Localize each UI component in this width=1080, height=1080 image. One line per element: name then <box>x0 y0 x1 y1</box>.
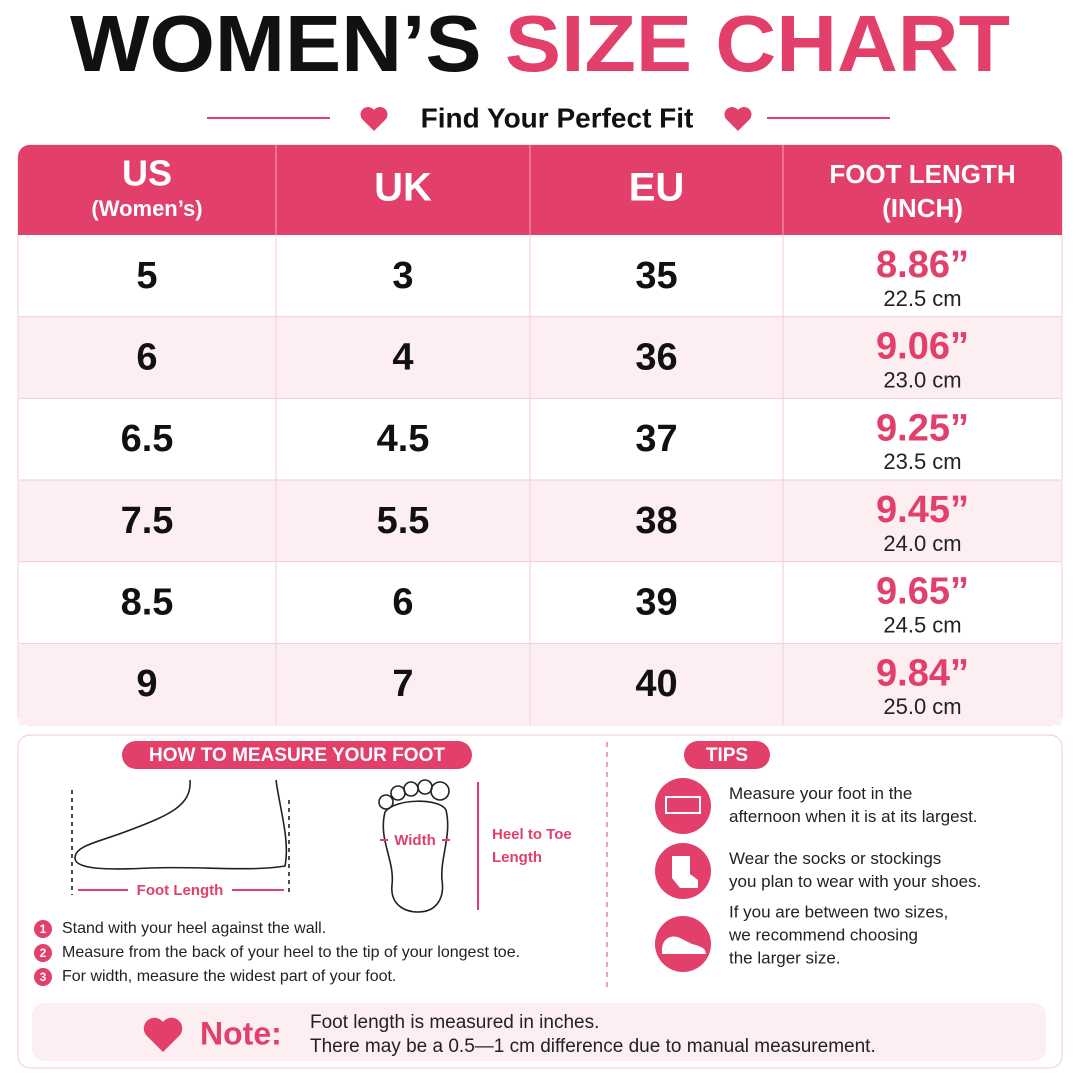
note-text: Foot length is measured in inches. <box>310 1012 599 1033</box>
step-number: 1 <box>40 922 47 936</box>
title: WOMEN’S SIZE CHART <box>70 0 1010 88</box>
cm-value: 23.5 cm <box>883 449 961 474</box>
size-value: 4 <box>392 337 413 379</box>
note-box <box>32 1003 1046 1061</box>
cm-value: 23.0 cm <box>883 367 961 392</box>
title-pink: SIZE CHART <box>505 0 1010 88</box>
step-number: 2 <box>40 946 47 960</box>
size-value: 5.5 <box>377 500 430 542</box>
heart-icon <box>724 107 752 131</box>
section-pill <box>122 741 472 769</box>
inch-value: 8.86” <box>876 244 969 286</box>
size-value: 6 <box>136 337 157 379</box>
label-bg <box>388 830 442 850</box>
step-text: Stand with your heel against the wall. <box>62 920 326 937</box>
cm-value: 24.5 cm <box>883 612 961 637</box>
tip-text: the larger size. <box>729 948 841 967</box>
row-bg <box>19 561 1061 644</box>
width-label: Width <box>394 832 436 849</box>
size-value: 9 <box>136 663 157 705</box>
shoe-glyph <box>662 936 706 954</box>
heart-icon <box>143 1017 183 1052</box>
steps: 1 Stand with your heel against the wall. 2… <box>34 920 520 986</box>
tips: Measure your foot in the afternoon when i… <box>655 778 981 972</box>
size-value: 3 <box>392 255 413 297</box>
foot-side-drawing <box>71 779 290 895</box>
foot-length-label: Foot Length <box>137 882 224 899</box>
note-text: There may be a 0.5—1 cm difference due t… <box>310 1036 876 1057</box>
size-value: 35 <box>635 255 677 297</box>
ruler-glyph <box>665 796 701 814</box>
size-value: 4.5 <box>377 418 430 460</box>
inch-value: 9.25” <box>876 407 969 449</box>
inch-value: 9.06” <box>876 326 969 368</box>
tip-text: Measure your foot in the <box>729 784 912 803</box>
header-label: UK <box>374 166 432 210</box>
tip-text: you plan to wear with your shoes. <box>729 872 981 891</box>
heel-to-toe-label: Heel to Toe <box>492 826 572 843</box>
size-value: 37 <box>635 418 677 460</box>
size-value: 40 <box>635 663 677 705</box>
inch-value: 9.65” <box>876 571 969 613</box>
step-number: 3 <box>40 970 47 984</box>
row-bg <box>19 235 1061 317</box>
info-panel <box>17 734 1063 1069</box>
tip-text: If you are between two sizes, <box>729 902 948 921</box>
row-bg <box>19 398 1061 480</box>
heel-to-toe-label: Length <box>492 849 542 866</box>
sock-glyph <box>672 856 698 888</box>
size-value: 36 <box>635 337 677 379</box>
size-value: 5 <box>136 255 157 297</box>
header-label: EU <box>629 166 685 210</box>
tip-text: Wear the socks or stockings <box>729 849 941 868</box>
table-header <box>18 145 1062 235</box>
size-value: 8.5 <box>121 582 174 624</box>
row-bg <box>19 316 1061 399</box>
row-bg <box>19 643 1061 725</box>
tip-text: we recommend choosing <box>728 925 918 944</box>
step-badge <box>34 920 52 938</box>
size-value: 38 <box>635 500 677 542</box>
heart-icon <box>360 107 388 131</box>
foot-top-drawing <box>378 779 450 913</box>
title-black: WOMEN’S <box>70 0 482 88</box>
inch-value: 9.45” <box>876 489 969 531</box>
inch-value: 9.84” <box>876 652 969 694</box>
measure-title: HOW TO MEASURE YOUR FOOT <box>149 745 445 766</box>
size-value: 39 <box>635 582 677 624</box>
label-bg <box>128 880 232 900</box>
cm-value: 25.0 cm <box>883 694 961 719</box>
row-bg <box>19 480 1061 562</box>
step-badge <box>34 944 52 962</box>
cm-value: 22.5 cm <box>883 286 961 311</box>
size-value: 7 <box>392 663 413 705</box>
step-badge <box>34 968 52 986</box>
tip-text: afternoon when it is at its largest. <box>729 807 978 826</box>
header-label: FOOT LENGTH <box>829 159 1015 189</box>
table: US(Women’s) UK EU FOOT LENGTH (INCH) 5 3 35 8.86… <box>19 145 1061 725</box>
tip-icon <box>655 778 711 834</box>
subtitle: Find Your Perfect Fit <box>421 102 694 133</box>
header-label: US <box>122 153 172 194</box>
size-value: 6.5 <box>121 418 174 460</box>
header-sub: (Women’s) <box>91 196 202 221</box>
section-pill <box>684 741 770 769</box>
cm-value: 24.0 cm <box>883 531 961 556</box>
note-label: Note: <box>200 1015 282 1051</box>
header-sub: (INCH) <box>882 193 963 223</box>
size-value: 7.5 <box>121 500 174 542</box>
size-value: 6 <box>392 582 413 624</box>
step-text: Measure from the back of your heel to th… <box>62 944 520 961</box>
tips-title: TIPS <box>706 745 748 766</box>
step-text: For width, measure the widest part of yo… <box>62 968 396 985</box>
